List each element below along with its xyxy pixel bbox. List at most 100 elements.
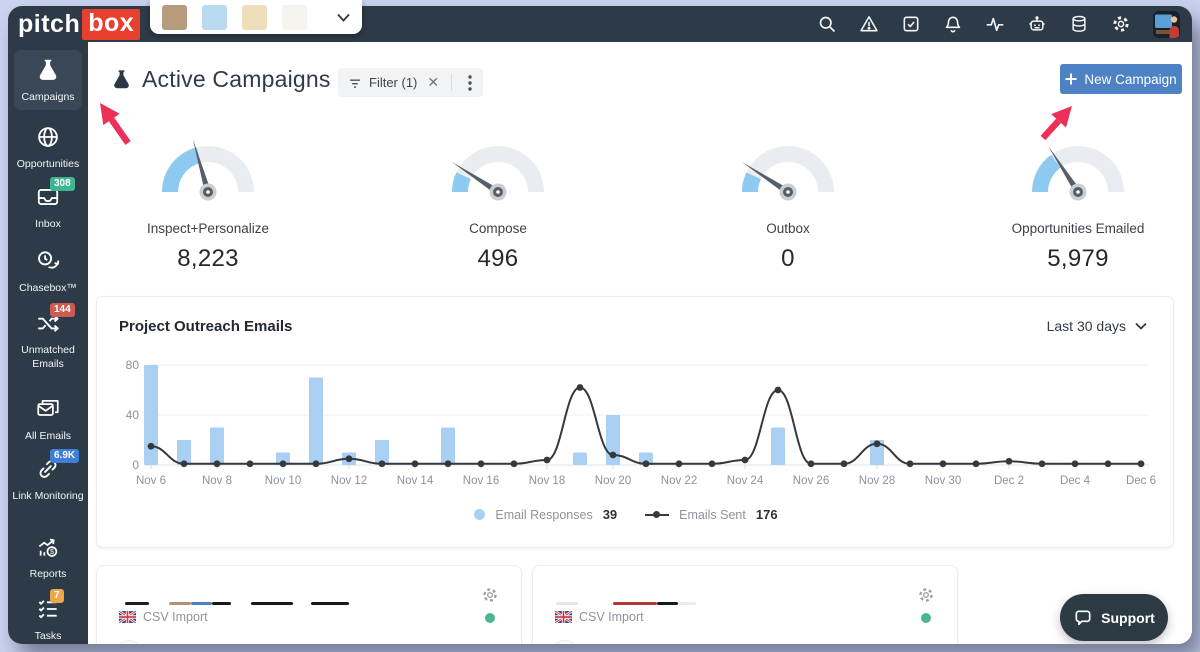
app-window: pitch box Campaigns Opportunities xyxy=(8,6,1192,644)
campaign-source-label: CSV Import xyxy=(143,610,208,624)
svg-text:Nov 8: Nov 8 xyxy=(202,475,232,487)
svg-text:0: 0 xyxy=(132,458,139,472)
svg-text:$: $ xyxy=(50,549,54,556)
filter-chip[interactable]: Filter (1) ✕ xyxy=(338,68,484,97)
inbox-tray-icon xyxy=(37,189,59,205)
logo-text-box: box xyxy=(82,8,141,40)
gauge-value: 5,979 xyxy=(1047,245,1109,272)
svg-text:40: 40 xyxy=(126,408,140,422)
svg-text:Nov 14: Nov 14 xyxy=(397,475,434,487)
gauge-dial xyxy=(451,146,544,201)
envelopes-icon xyxy=(37,400,59,416)
page-title: Active Campaigns xyxy=(142,66,331,92)
redacted-campaign-title xyxy=(533,602,957,606)
sidebar-item-tasks[interactable]: 7 Tasks xyxy=(8,589,88,643)
legend-value-2: 176 xyxy=(755,507,778,522)
campaign-status-dot xyxy=(485,613,495,623)
gauge-inspect-personalize: Inspect+Personalize 8,223 xyxy=(88,128,328,273)
svg-text:Nov 10: Nov 10 xyxy=(265,475,301,487)
user-avatar[interactable] xyxy=(1153,10,1180,38)
svg-text:Nov 6: Nov 6 xyxy=(136,475,166,487)
campaign-card[interactable]: CSV Import xyxy=(532,565,958,644)
svg-text:Nov 22: Nov 22 xyxy=(661,475,697,487)
more-options-icon[interactable] xyxy=(461,74,479,91)
legend-series-2: Emails Sent xyxy=(679,507,746,522)
sidebar-item-campaigns[interactable]: Campaigns xyxy=(14,50,82,111)
redacted-campaign-title xyxy=(97,602,521,606)
settings-gear-icon[interactable] xyxy=(1111,14,1131,34)
gauge-compose: Compose 496 xyxy=(378,128,618,273)
sidebar-item-unmatched-emails[interactable]: 144 Unmatched Emails xyxy=(8,303,88,371)
support-button[interactable]: Support xyxy=(1060,594,1168,641)
svg-text:Nov 20: Nov 20 xyxy=(595,475,631,487)
sidebar-item-inbox[interactable]: 308 Inbox xyxy=(8,177,88,231)
client-color-swatch xyxy=(202,4,227,30)
sidebar-item-opportunities[interactable]: Opportunities xyxy=(8,124,88,171)
outreach-emails-chart: 0 40 80 Nov 6 Nov 8 Nov 10 Nov 12 Nov 14 Nov 16 N… xyxy=(126,358,1156,487)
pitchbox-logo[interactable]: pitch box xyxy=(18,8,141,40)
svg-text:Nov 28: Nov 28 xyxy=(859,475,895,487)
clock-forward-icon xyxy=(38,251,60,269)
unmatched-emails-badge: 144 xyxy=(50,303,75,317)
campaign-source-row: CSV Import xyxy=(119,610,208,624)
chart-legend: Email Responses 39 Emails Sent 176 xyxy=(97,507,1173,522)
checkbox-tasks-icon[interactable] xyxy=(901,14,921,34)
flask-icon xyxy=(39,59,57,80)
uk-flag-icon xyxy=(555,611,572,623)
uk-flag-icon xyxy=(119,611,136,623)
globe-icon xyxy=(38,127,58,147)
svg-text:Nov 16: Nov 16 xyxy=(463,475,499,487)
sidebar-item-label: Inbox xyxy=(35,218,61,230)
support-label: Support xyxy=(1101,609,1155,626)
chat-bubble-icon xyxy=(1075,610,1091,625)
svg-text:Nov 24: Nov 24 xyxy=(727,475,764,487)
link-monitoring-badge: 6.9K xyxy=(50,449,80,463)
notifications-bell-icon[interactable] xyxy=(943,14,963,34)
client-selector[interactable] xyxy=(150,0,362,34)
svg-text:Dec 4: Dec 4 xyxy=(1060,475,1091,487)
svg-text:Dec 2: Dec 2 xyxy=(994,475,1024,487)
sidebar: Campaigns Opportunities 308 Inbox Chaseb… xyxy=(8,42,88,644)
legend-value-1: 39 xyxy=(602,507,618,522)
database-icon[interactable] xyxy=(1069,14,1089,34)
outreach-emails-card: Project Outreach Emails Last 30 days 0 40… xyxy=(96,296,1174,548)
divider xyxy=(451,74,453,91)
client-color-swatch xyxy=(242,4,267,30)
activity-pulse-icon[interactable] xyxy=(985,14,1005,34)
sidebar-item-label: Unmatched Emails xyxy=(21,344,75,371)
svg-text:80: 80 xyxy=(126,358,140,372)
svg-text:Nov 18: Nov 18 xyxy=(529,475,565,487)
warning-icon[interactable] xyxy=(859,14,879,34)
date-range-label: Last 30 days xyxy=(1046,318,1126,334)
gauge-label: Compose xyxy=(469,221,527,236)
date-range-select[interactable]: Last 30 days xyxy=(1047,318,1147,334)
sidebar-item-chasebox[interactable]: Chasebox™ xyxy=(8,248,88,295)
gauge-value: 8,223 xyxy=(177,245,239,272)
campaign-card[interactable]: CSV Import xyxy=(96,565,522,644)
campaign-source-row: CSV Import xyxy=(555,610,644,624)
client-color-swatches xyxy=(162,4,307,30)
campaign-avatar xyxy=(115,640,143,644)
flask-icon xyxy=(114,70,129,89)
gauge-dial xyxy=(1032,145,1124,201)
sidebar-item-reports[interactable]: $ Reports xyxy=(8,534,88,581)
new-campaign-label: New Campaign xyxy=(1084,71,1177,87)
new-campaign-button[interactable]: New Campaign xyxy=(1060,64,1182,94)
chevron-down-icon xyxy=(1135,322,1147,330)
checklist-icon xyxy=(38,600,57,619)
main-content: Active Campaigns Filter (1) ✕ New Campai… xyxy=(88,42,1192,644)
sidebar-item-all-emails[interactable]: All Emails xyxy=(8,396,88,443)
sidebar-item-link-monitoring[interactable]: 6.9K Link Monitoring xyxy=(8,449,88,503)
shuffle-arrows-icon xyxy=(38,315,59,332)
bot-icon[interactable] xyxy=(1027,14,1047,34)
svg-text:Dec 6: Dec 6 xyxy=(1126,475,1156,487)
campaign-settings-gear-icon[interactable] xyxy=(917,586,935,604)
chart-dollar-icon: $ xyxy=(38,538,58,557)
campaign-settings-gear-icon[interactable] xyxy=(481,586,499,604)
sidebar-item-label: Tasks xyxy=(34,630,62,642)
sidebar-item-label: All Emails xyxy=(24,430,72,442)
search-icon[interactable] xyxy=(817,14,837,34)
filter-remove-icon[interactable]: ✕ xyxy=(427,74,440,90)
gauge-label: Outbox xyxy=(766,221,810,236)
chart-title: Project Outreach Emails xyxy=(119,318,293,335)
